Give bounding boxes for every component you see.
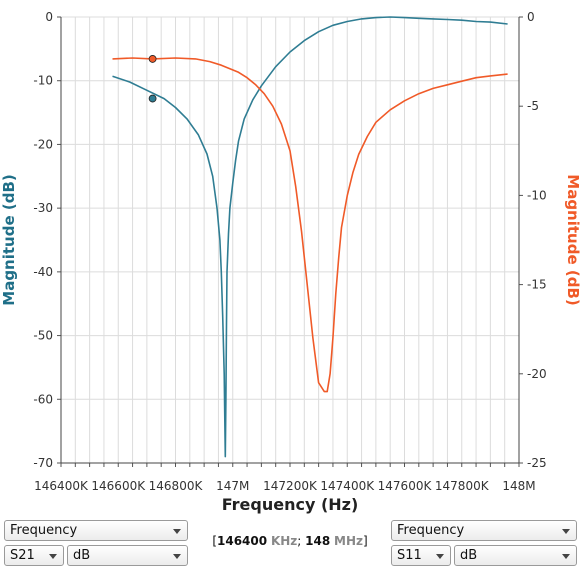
series-layer: [112, 16, 508, 458]
left-param-select-value: S21: [10, 548, 35, 563]
y-left-tick-label: -30: [33, 201, 53, 215]
y-right-tick-label: -15: [527, 278, 547, 292]
x-tick-label: 147200K: [263, 479, 318, 493]
x-axis-title: Frequency (Hz): [222, 495, 359, 514]
marker-s21[interactable]: [148, 94, 157, 103]
y-left-tick-label: -60: [33, 392, 53, 406]
left-unit-select[interactable]: dB: [67, 545, 188, 566]
y-right-tick-label: -10: [527, 188, 547, 202]
left-param-select[interactable]: S21: [4, 545, 64, 566]
frequency-range-readout: [146400 KHz; 148 MHz]: [190, 534, 390, 548]
range-start-unit: KHz: [270, 534, 298, 548]
x-tick-label: 147800K: [435, 479, 490, 493]
x-tick-label: 146600K: [91, 479, 146, 493]
axes: [57, 16, 523, 467]
right-axis-select-value: Frequency: [397, 523, 465, 538]
left-axis-select-value: Frequency: [10, 523, 78, 538]
right-unit-select-value: dB: [460, 548, 478, 563]
series-line-s11: [112, 57, 508, 393]
series-line-s21: [112, 16, 508, 458]
chevron-down-icon: [436, 554, 444, 559]
y-left-tick-label: -10: [33, 74, 53, 88]
y-right-tick-label: -20: [527, 367, 547, 381]
right-param-select-value: S11: [397, 548, 422, 563]
grid: [60, 16, 520, 464]
x-tick-label: 148M: [502, 479, 535, 493]
chevron-down-icon: [49, 554, 57, 559]
range-open-bracket: [: [212, 534, 217, 548]
range-start-value: 146400: [217, 534, 268, 548]
right-unit-select[interactable]: dB: [454, 545, 577, 566]
chevron-down-icon: [173, 554, 181, 559]
range-end-unit: MHz: [334, 534, 363, 548]
right-param-select[interactable]: S11: [391, 545, 451, 566]
x-tick-label: 147M: [216, 479, 249, 493]
tick-labels: 0 -10 -20 -30 -40 -50 -60 -70 0 -5 -10 -15 -20 -25 146…: [33, 10, 546, 493]
x-tick-label: 147400K: [320, 479, 375, 493]
y-axis-title-left: Magnitude (dB): [0, 174, 18, 305]
x-tick-label: 146400K: [34, 479, 89, 493]
range-close-bracket: ]: [363, 534, 368, 548]
y-right-tick-label: 0: [527, 10, 535, 24]
y-left-tick-label: -40: [33, 265, 53, 279]
range-separator: ;: [297, 534, 302, 548]
left-axis-select[interactable]: Frequency: [4, 520, 188, 541]
chevron-down-icon: [562, 529, 570, 534]
y-right-tick-label: -25: [527, 456, 547, 470]
range-end-value: 148: [305, 534, 331, 548]
y-axis-title-right: Magnitude (dB): [564, 174, 582, 305]
chevron-down-icon: [562, 554, 570, 559]
y-left-tick-label: 0: [45, 10, 53, 24]
y-right-tick-label: -5: [527, 99, 539, 113]
y-left-tick-label: -70: [33, 456, 53, 470]
marker-s11[interactable]: [148, 55, 157, 63]
x-tick-label: 146800K: [149, 479, 204, 493]
chart: 0 -10 -20 -30 -40 -50 -60 -70 0 -5 -10 -15 -20 -25 146…: [0, 10, 582, 514]
chevron-down-icon: [173, 529, 181, 534]
x-tick-label: 147600K: [378, 479, 433, 493]
y-left-tick-label: -20: [33, 137, 53, 151]
left-unit-select-value: dB: [73, 548, 91, 563]
markers-layer[interactable]: [148, 55, 157, 103]
right-axis-select[interactable]: Frequency: [391, 520, 577, 541]
y-left-tick-label: -50: [33, 329, 53, 343]
